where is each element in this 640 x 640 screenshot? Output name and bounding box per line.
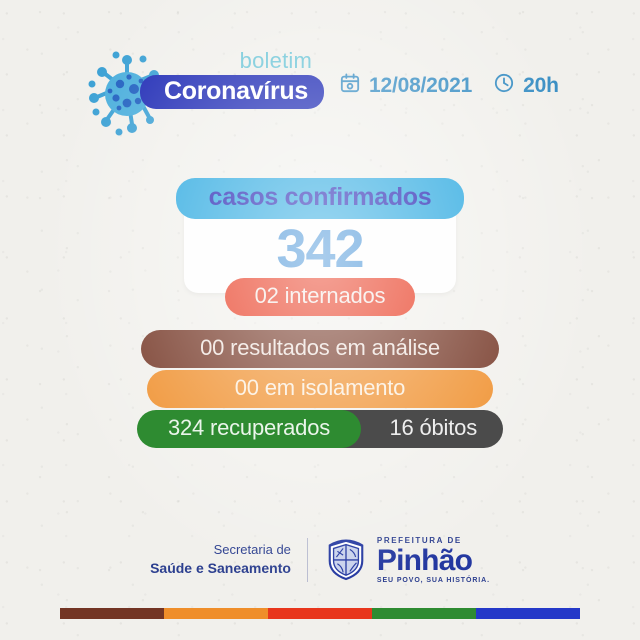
health-department-block: Secretaria de Saúde e Saneamento [150, 542, 291, 577]
city-hall-logo: PREFEITURA DE Pinhão SEU POVO, SUA HISTÓ… [324, 534, 490, 587]
strip-segment-blue [476, 608, 580, 619]
strip-segment-green [372, 608, 476, 619]
coronavirus-icon [86, 46, 168, 138]
clock-icon [494, 73, 514, 98]
hospitalized-badge: 02 internados [225, 278, 415, 316]
calendar-icon [340, 73, 360, 98]
confirmed-cases-label: casos confirmados [176, 178, 464, 219]
city-name: Pinhão [376, 543, 473, 577]
secretaria-line-1: Secretaria de [213, 542, 291, 558]
strip-segment-brown [60, 608, 164, 619]
strip-segment-red [268, 608, 372, 619]
brand-coronavirus-pill: Coronavírus [140, 75, 324, 110]
time-group: 20h [494, 73, 559, 98]
bulletin-meta: 12/08/2021 20h [340, 73, 559, 98]
strip-segment-orange [164, 608, 268, 619]
secretaria-line-2: Saúde e Saneamento [150, 560, 291, 577]
bulletin-date: 12/08/2021 [369, 73, 473, 97]
stat-bar-analysis: 00 resultados em análise [141, 330, 499, 368]
pinhao-coat-of-arms-icon [324, 534, 368, 587]
poster-header: boletim Coronavírus 12/08/2021 [0, 42, 640, 142]
footer-divider [306, 538, 308, 582]
date-group: 12/08/2021 [340, 73, 472, 98]
bulletin-time: 20h [523, 73, 559, 97]
city-hall-wordmark: PREFEITURA DE Pinhão SEU POVO, SUA HISTÓ… [376, 535, 490, 584]
brand-lockup: boletim Coronavírus [140, 48, 330, 110]
city-tagline: SEU POVO, SUA HISTÓRIA. [376, 576, 490, 584]
prefeitura-label: PREFEITURA DE [376, 535, 462, 545]
bottom-color-strip [60, 608, 580, 619]
stat-bar-recovered: 324 recuperados [137, 410, 361, 448]
poster-footer: Secretaria de Saúde e Saneamento [0, 530, 640, 590]
brand-boletim-text: boletim [239, 48, 312, 73]
stat-bar-isolation: 00 em isolamento [147, 370, 493, 408]
confirmed-cases-value: 342 [276, 219, 364, 279]
